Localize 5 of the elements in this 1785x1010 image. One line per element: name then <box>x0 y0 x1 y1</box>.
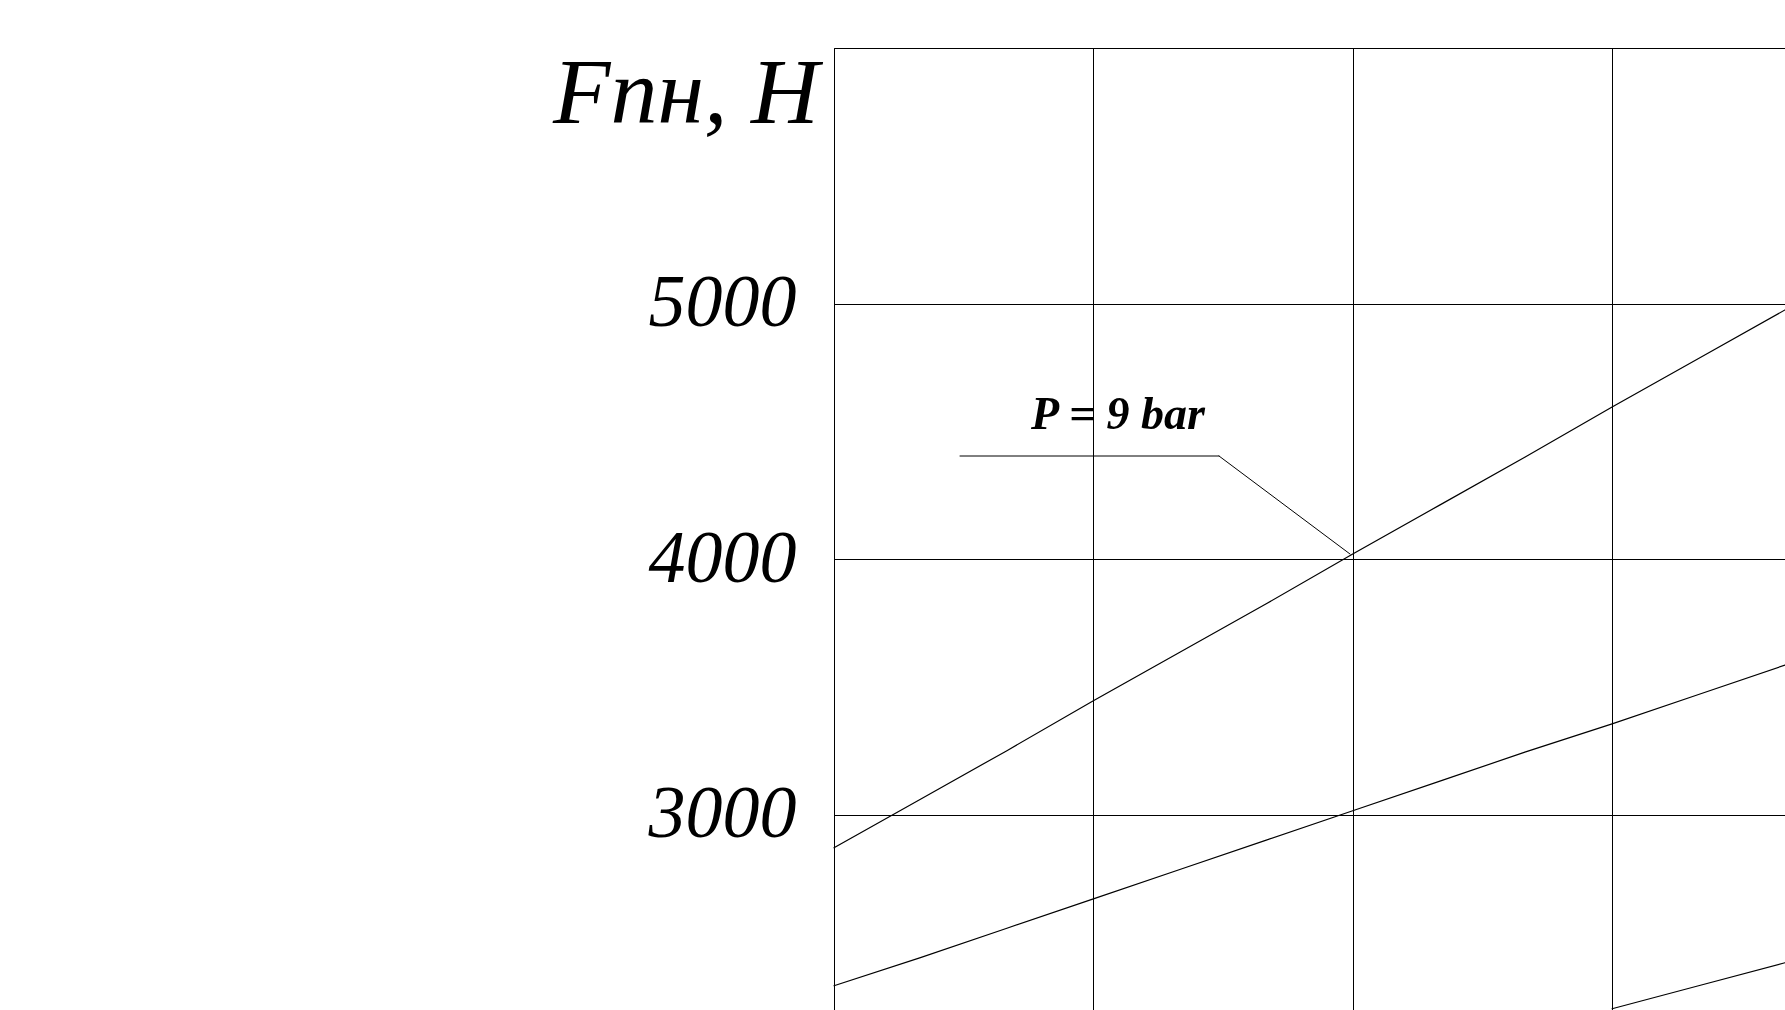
y-tick-label: 5000 <box>648 260 797 343</box>
y-tick-label: 3000 <box>647 771 797 854</box>
y-tick-label: 4000 <box>648 515 797 598</box>
y-axis-title: Fпн, Н <box>552 39 825 143</box>
annotation: P = 9 bar <box>1029 388 1207 439</box>
